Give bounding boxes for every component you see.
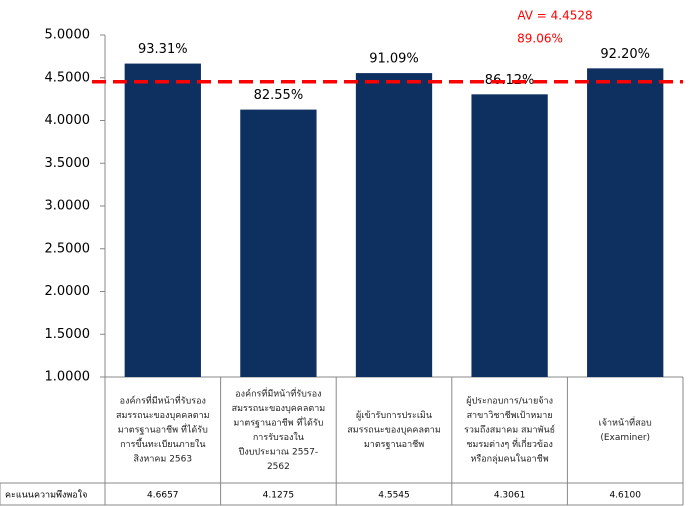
y-tick-label: 1.0000 — [45, 370, 91, 385]
x-tick-label: ผู้ประกอบการ/นายจ้าง — [466, 396, 553, 407]
percent-label: 92.20% — [600, 47, 650, 62]
x-tick-label: สาขาวิชาชีพเป้าหมาย — [467, 410, 553, 421]
x-tick-label: 2562 — [267, 462, 290, 472]
x-tick-label: มาตรฐานอาชีพ ที่ได้รับ — [233, 415, 323, 428]
x-tick-label: ปีงบประมาณ 2557- — [238, 446, 318, 457]
x-tick-label: องค์กรที่มีหน้าที่รับรอง — [235, 386, 321, 399]
average-label: AV = 4.4528 — [517, 9, 592, 23]
x-tick-label: ชมรมต่างๆ ที่เกี่ยวข้อง — [466, 437, 553, 450]
x-tick-label: รวมถึงสมาคม สมาพันธ์ — [464, 424, 555, 436]
table-cell: 4.5545 — [378, 491, 410, 501]
average-percent-label: 89.06% — [517, 32, 563, 46]
x-tick-label: หรือกลุ่มคนในอาชีพ — [470, 454, 548, 465]
x-tick-label: สิงหาคม 2563 — [134, 454, 193, 465]
x-tick-label: มาตรฐานอาชีพ — [364, 439, 424, 450]
y-tick-label: 3.0000 — [45, 199, 91, 214]
x-tick-label: สมรรถนะของบุคคลตาม — [232, 404, 326, 414]
bar — [587, 68, 664, 377]
table-row-label: คะแนนความพึงพอใจ — [5, 490, 87, 501]
y-tick-label: 1.5000 — [45, 327, 91, 342]
x-tick-label: ผู้เข้ารับการประเมิน — [356, 410, 432, 421]
bar — [355, 73, 433, 378]
x-tick-label: เจ้าหน้าที่สอบ — [599, 415, 652, 428]
bar — [124, 63, 201, 378]
x-tick-label: องค์กรที่มีหน้าที่รับรอง — [120, 394, 206, 407]
y-tick-label: 4.0000 — [45, 113, 91, 128]
percent-label: 82.55% — [254, 88, 304, 103]
x-tick-label: สมรรถนะของบุคคลตาม — [347, 426, 441, 436]
bar — [240, 109, 317, 377]
bar — [471, 94, 548, 377]
x-tick-label: การขึ้นทะเบียนภายใน — [120, 437, 205, 450]
y-tick-label: 5.0000 — [45, 28, 91, 43]
x-tick-label: (Examiner) — [600, 433, 650, 443]
table-cell: 4.6100 — [609, 491, 641, 501]
y-tick-label: 4.5000 — [45, 70, 91, 85]
x-tick-label: มาตรฐานอาชีพ ที่ได้รับ — [118, 423, 208, 436]
y-tick-label: 3.5000 — [45, 156, 91, 171]
table-cell: 4.1275 — [263, 491, 295, 501]
table-cell: 4.3061 — [494, 491, 526, 501]
y-tick-label: 2.5000 — [45, 241, 91, 256]
y-tick-label: 2.0000 — [45, 284, 91, 299]
percent-label: 93.31% — [138, 42, 188, 57]
percent-label: 86.12% — [485, 73, 535, 88]
percent-label: 91.09% — [369, 52, 419, 67]
table-cell: 4.6657 — [147, 491, 179, 501]
x-tick-label: สมรรถนะของบุคคลตาม — [116, 411, 210, 421]
x-tick-label: การรับรองใน — [253, 432, 304, 443]
